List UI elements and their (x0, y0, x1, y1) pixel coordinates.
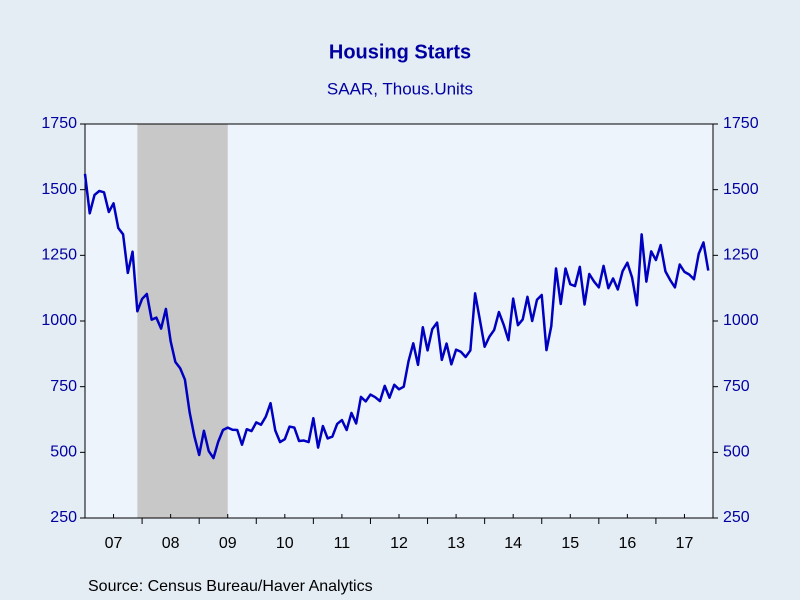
x-tick-label: 17 (676, 535, 694, 552)
y2-tick-label: 1500 (723, 181, 759, 198)
y2-tick-label: 1000 (723, 312, 759, 329)
x-tick-label: 16 (618, 535, 636, 552)
x-tick-label: 13 (447, 535, 465, 552)
y-tick-label: 250 (50, 509, 77, 526)
x-tick-label: 10 (276, 535, 294, 552)
y2-tick-label: 500 (723, 444, 750, 461)
x-tick-label: 09 (219, 535, 237, 552)
y-tick-label: 1500 (41, 181, 77, 198)
y-tick-label: 1250 (41, 247, 77, 264)
recession-shade (137, 124, 228, 518)
chart-title: Housing Starts (329, 41, 471, 63)
y2-tick-label: 1750 (723, 115, 759, 132)
source-note: Source: Census Bureau/Haver Analytics (88, 578, 373, 595)
y-tick-label: 1000 (41, 312, 77, 329)
chart-subtitle: SAAR, Thous.Units (327, 79, 473, 98)
x-tick-label: 14 (504, 535, 522, 552)
x-tick-label: 11 (334, 535, 351, 552)
y2-tick-label: 1250 (723, 247, 759, 264)
x-tick-label: 12 (390, 535, 408, 552)
x-tick-label: 08 (162, 535, 180, 552)
y-tick-label: 750 (50, 378, 77, 395)
series-line (83, 173, 710, 460)
y-tick-label: 500 (50, 444, 77, 461)
y2-tick-label: 250 (723, 509, 750, 526)
y2-tick-label: 750 (723, 378, 750, 395)
y-tick-label: 1750 (41, 115, 77, 132)
x-tick-label: 15 (561, 535, 579, 552)
x-tick-label: 07 (105, 535, 123, 552)
